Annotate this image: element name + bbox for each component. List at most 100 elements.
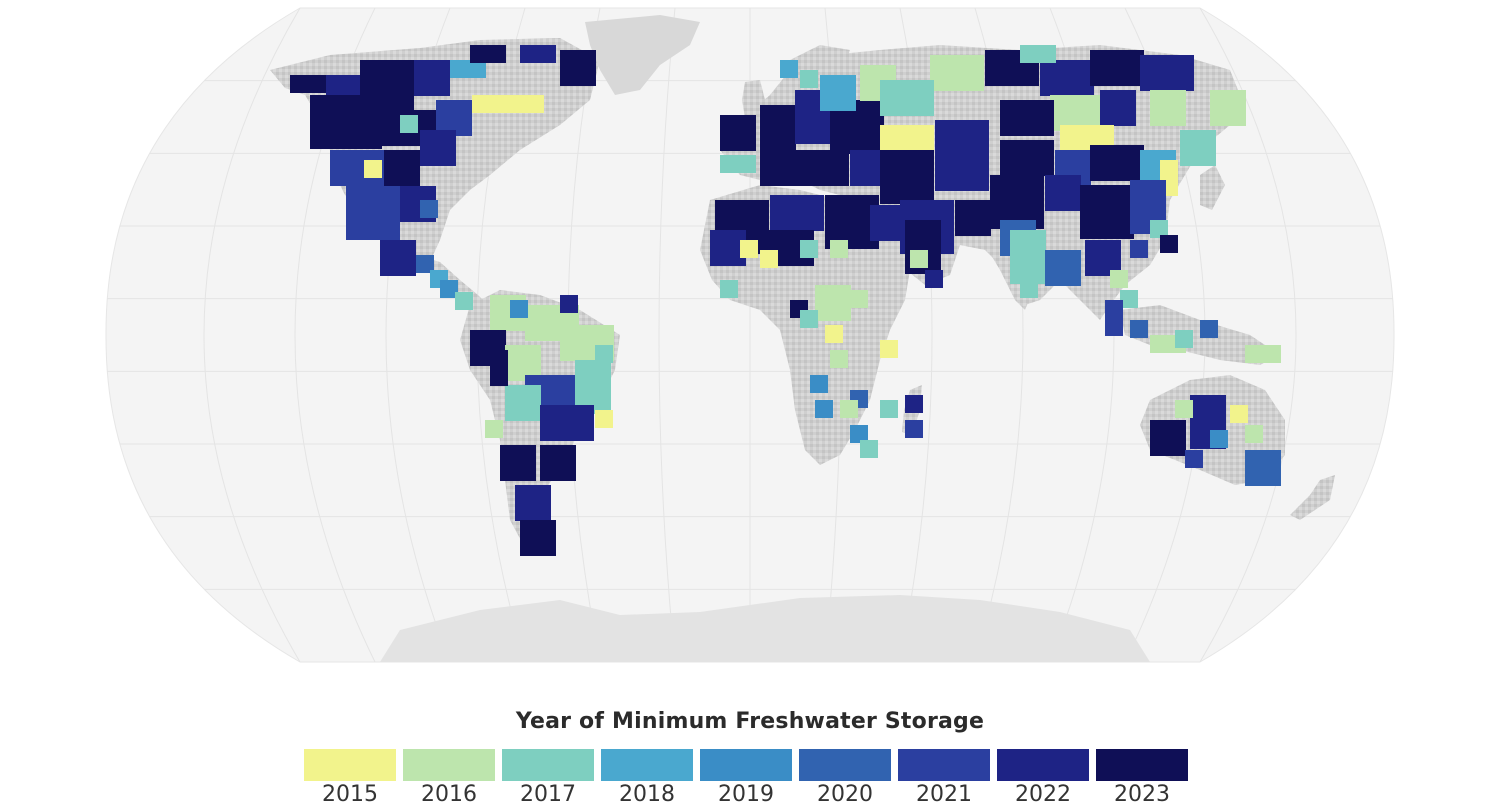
data-cell — [1126, 163, 1144, 181]
data-cell — [384, 168, 402, 186]
data-cell — [898, 80, 916, 98]
data-cell — [1010, 230, 1028, 248]
data-cell — [948, 55, 966, 73]
data-cell — [971, 138, 989, 156]
data-cell — [1208, 413, 1226, 431]
data-cell — [1063, 268, 1081, 286]
data-cell — [840, 400, 858, 418]
japan — [1200, 165, 1225, 210]
legend-item-2016: 2016 — [403, 749, 495, 807]
data-cell — [935, 173, 953, 191]
data-cell — [760, 230, 778, 248]
data-cell — [948, 73, 966, 91]
data-cell — [533, 503, 551, 521]
data-cell — [1168, 420, 1186, 438]
data-cell — [328, 131, 346, 149]
data-cell — [1036, 158, 1054, 176]
data-cell — [870, 223, 888, 241]
data-cell — [380, 258, 398, 276]
data-cell — [1126, 50, 1144, 68]
data-cell — [990, 193, 1008, 211]
data-cell — [1010, 248, 1028, 266]
data-cell — [344, 75, 362, 93]
data-cell — [1130, 198, 1148, 216]
data-cell — [346, 131, 364, 149]
data-cell — [378, 60, 396, 78]
data-cell — [310, 113, 328, 131]
data-cell — [1150, 90, 1168, 108]
data-cell — [1228, 108, 1246, 126]
data-cell — [973, 200, 991, 218]
data-cell — [1160, 160, 1178, 178]
data-cell — [560, 343, 578, 361]
data-cell — [973, 218, 991, 236]
data-cell — [1148, 180, 1166, 198]
data-cell — [806, 213, 824, 231]
data-cell — [1026, 175, 1044, 193]
data-cell — [490, 350, 508, 368]
data-cell — [310, 131, 328, 149]
data-cell — [880, 125, 898, 143]
data-cell — [1140, 55, 1158, 73]
data-cell — [1045, 268, 1063, 286]
data-cell — [930, 73, 948, 91]
data-cell — [825, 325, 843, 343]
data-cell — [378, 78, 396, 96]
data-cell — [778, 123, 796, 141]
data-cell — [402, 150, 420, 168]
data-cell — [1010, 266, 1028, 284]
data-cell — [1098, 203, 1116, 221]
data-cell — [955, 218, 973, 236]
data-cell — [800, 240, 818, 258]
data-cell — [1245, 468, 1263, 486]
data-cell — [470, 348, 488, 366]
data-cell — [850, 425, 868, 443]
data-cell — [1090, 50, 1108, 68]
data-cell — [575, 378, 593, 396]
data-cell — [593, 396, 611, 414]
data-cell — [328, 113, 346, 131]
data-cell — [1118, 90, 1136, 108]
data-cell — [346, 222, 364, 240]
data-cell — [414, 60, 432, 78]
data-cell — [1078, 125, 1096, 143]
data-cell — [1148, 198, 1166, 216]
data-cell — [820, 93, 838, 111]
data-cell — [1036, 118, 1054, 136]
data-cell — [888, 223, 906, 241]
data-cell — [418, 110, 436, 128]
data-cell — [1058, 78, 1076, 96]
data-cell — [1020, 45, 1038, 63]
legend: 2015 2016 2017 2018 2019 2020 2021 2022 2023 — [304, 749, 1192, 807]
data-cell — [1018, 158, 1036, 176]
data-cell — [382, 128, 400, 146]
data-cell — [966, 55, 984, 73]
data-cell — [780, 60, 798, 78]
data-cell — [533, 485, 551, 503]
data-cell — [1108, 145, 1126, 163]
data-cell — [518, 463, 536, 481]
data-cell — [860, 83, 878, 101]
data-cell — [1130, 320, 1148, 338]
data-cell — [1126, 145, 1144, 163]
data-cell — [488, 45, 506, 63]
data-cell — [348, 150, 366, 168]
data-cell — [470, 330, 488, 348]
data-cell — [290, 75, 308, 93]
data-cell — [1180, 130, 1198, 148]
data-cell — [1080, 185, 1098, 203]
legend-swatch — [601, 749, 693, 781]
data-cell — [1110, 270, 1128, 288]
data-cell — [595, 410, 613, 428]
data-cell — [880, 186, 898, 204]
data-cell — [905, 420, 923, 438]
legend-swatch — [799, 749, 891, 781]
data-cell — [526, 95, 544, 113]
data-cell — [346, 204, 364, 222]
data-cell — [880, 168, 898, 186]
data-cell — [540, 423, 558, 441]
data-cell — [1036, 100, 1054, 118]
data-cell — [1000, 140, 1018, 158]
data-cell — [905, 220, 923, 238]
data-cell — [923, 220, 941, 238]
